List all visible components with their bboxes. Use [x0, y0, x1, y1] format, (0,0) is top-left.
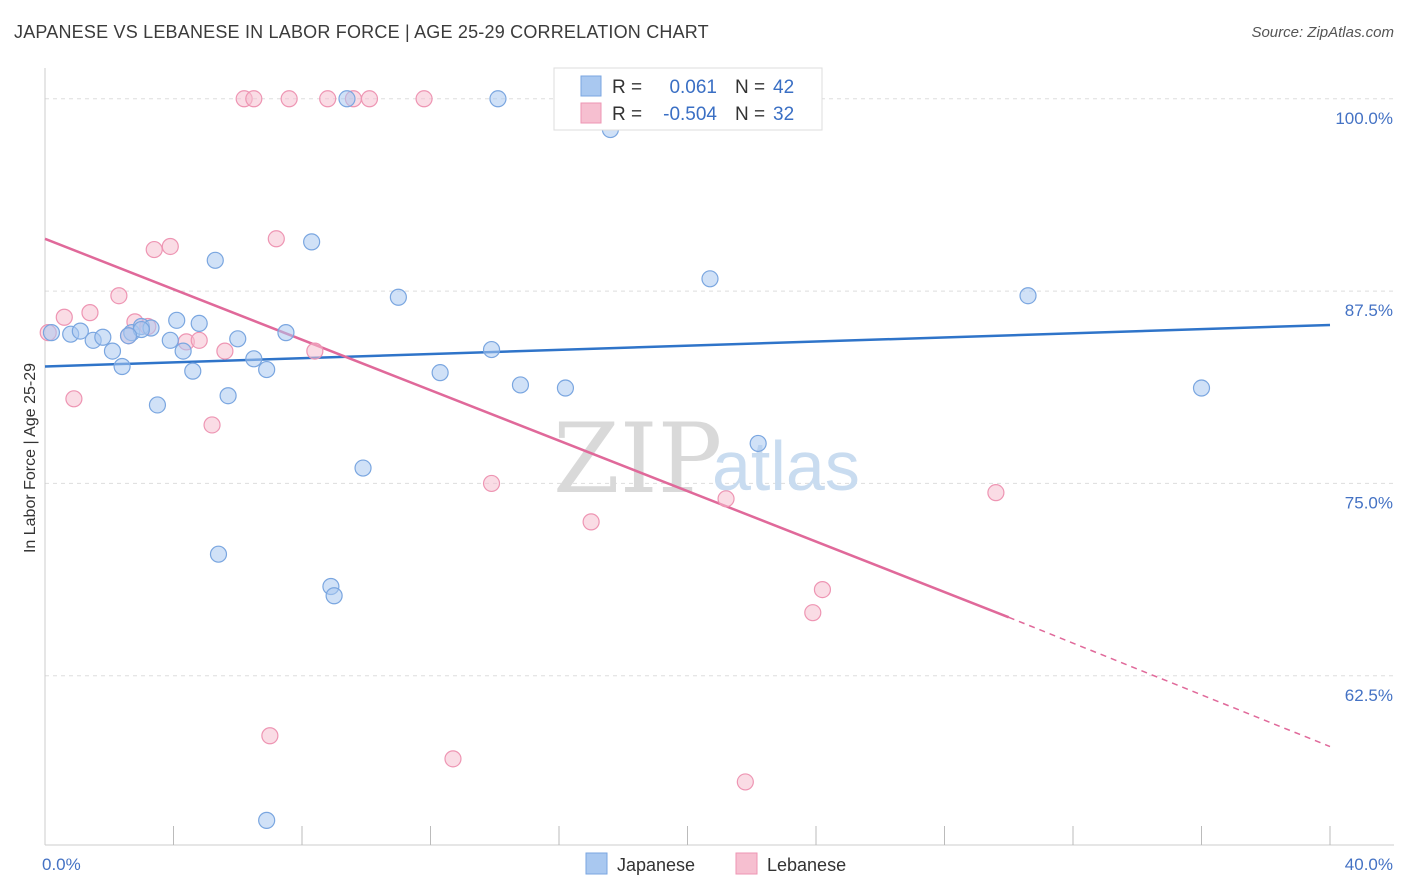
trend-line-lebanese	[44, 237, 1010, 619]
point-lebanese-30	[987, 484, 1005, 502]
point-japanese-17	[219, 387, 237, 405]
point-lebanese-12	[216, 342, 234, 360]
y-axis-title: In Labor Force | Age 25-29	[22, 363, 39, 553]
point-japanese-24	[325, 587, 343, 605]
point-japanese-0	[42, 324, 61, 342]
point-japanese-25	[338, 90, 356, 108]
point-lebanese-23	[444, 750, 462, 768]
axes	[44, 68, 1394, 846]
y-tick-label-2: 75.0%	[1345, 493, 1393, 512]
point-japanese-21	[277, 324, 295, 342]
legend-japanese-r-label: R =	[612, 77, 642, 98]
point-japanese-37	[1192, 379, 1211, 397]
bottom-legend: Japanese Lebanese	[585, 852, 846, 875]
chart-title: JAPANESE VS LEBANESE IN LABOR FORCE | AG…	[14, 22, 709, 42]
point-lebanese-16	[267, 230, 285, 248]
point-lebanese-1	[55, 308, 73, 326]
point-lebanese-11	[203, 416, 221, 434]
point-japanese-11	[161, 331, 179, 349]
point-japanese-22	[303, 233, 321, 251]
legend-lebanese-n-label: N =	[735, 104, 765, 125]
point-lebanese-3	[110, 287, 128, 305]
bottom-legend-lebanese-label: Lebanese	[767, 855, 846, 875]
legend-lebanese-n-value: 32	[773, 104, 794, 125]
source-label: Source: ZipAtlas.com	[1251, 24, 1394, 41]
point-japanese-39	[258, 811, 276, 829]
point-japanese-15	[190, 314, 208, 333]
point-lebanese-17	[280, 90, 298, 108]
legend-japanese-n-label: N =	[735, 77, 765, 98]
point-japanese-4	[94, 328, 112, 346]
point-lebanese-21	[360, 90, 379, 108]
bottom-legend-japanese-swatch	[585, 852, 608, 875]
legend-lebanese-r-label: R =	[612, 104, 642, 125]
point-japanese-26	[354, 459, 372, 477]
watermark-zip: ZIP	[553, 403, 722, 515]
y-tick-label-0: 100.0%	[1335, 109, 1393, 128]
bottom-legend-lebanese-swatch	[735, 852, 758, 875]
point-japanese-14	[184, 362, 202, 380]
legend-lebanese-r-value: -0.504	[663, 104, 717, 125]
point-japanese-5	[103, 342, 122, 360]
point-japanese-27	[389, 288, 407, 306]
point-japanese-10	[148, 396, 167, 414]
point-japanese-30	[489, 90, 507, 108]
y-tick-label-1: 87.5%	[1345, 301, 1393, 320]
point-lebanese-2	[81, 304, 99, 322]
point-japanese-35	[749, 434, 767, 453]
watermark-atlas: atlas	[712, 427, 860, 505]
point-lebanese-29	[813, 580, 832, 599]
point-lebanese-19	[319, 90, 337, 108]
point-lebanese-27	[736, 773, 754, 791]
point-japanese-34	[701, 270, 719, 288]
legend-japanese-r-value: 0.061	[669, 77, 717, 98]
point-lebanese-14	[245, 90, 263, 108]
y-tick-label-3: 62.5%	[1345, 686, 1393, 705]
point-japanese-31	[511, 376, 530, 394]
point-japanese-13	[174, 342, 192, 360]
legend-box: R = 0.061 N = 42 R = -0.504 N = 32	[553, 67, 823, 131]
point-japanese-2	[71, 322, 89, 340]
point-japanese-32	[556, 379, 575, 397]
point-lebanese-18	[306, 342, 324, 360]
trend-line-lebanese-extrapolated	[1008, 616, 1331, 748]
legend-japanese-n-value: 42	[773, 77, 794, 98]
x-tick-label-max: 40.0%	[1345, 855, 1393, 874]
point-japanese-12	[168, 311, 186, 329]
point-lebanese-22	[415, 90, 433, 108]
point-lebanese-28	[804, 604, 822, 622]
point-lebanese-10	[190, 331, 208, 349]
legend-japanese-swatch	[580, 75, 602, 97]
point-japanese-18	[229, 330, 247, 348]
point-lebanese-26	[717, 490, 735, 508]
point-lebanese-25	[582, 513, 600, 531]
legend-lebanese-swatch	[580, 102, 602, 124]
point-lebanese-31	[65, 390, 83, 408]
point-japanese-20	[258, 360, 276, 379]
point-japanese-41	[119, 327, 138, 345]
point-lebanese-8	[161, 237, 179, 256]
point-lebanese-7	[145, 240, 163, 259]
x-tick-label-min: 0.0%	[42, 855, 81, 874]
data-points	[39, 90, 1211, 829]
point-japanese-16	[206, 251, 224, 269]
point-lebanese-15	[261, 727, 279, 745]
bottom-legend-japanese-label: Japanese	[617, 855, 695, 875]
point-japanese-19	[245, 350, 263, 368]
point-lebanese-24	[482, 474, 501, 493]
point-japanese-28	[431, 364, 449, 382]
point-japanese-6	[113, 357, 131, 376]
point-japanese-29	[482, 340, 501, 359]
point-japanese-36	[1019, 287, 1037, 305]
gridlines	[45, 98, 1394, 677]
tick-labels: 100.0% 87.5% 75.0% 62.5% 0.0% 40.0%	[42, 109, 1393, 874]
point-japanese-38	[209, 545, 228, 563]
